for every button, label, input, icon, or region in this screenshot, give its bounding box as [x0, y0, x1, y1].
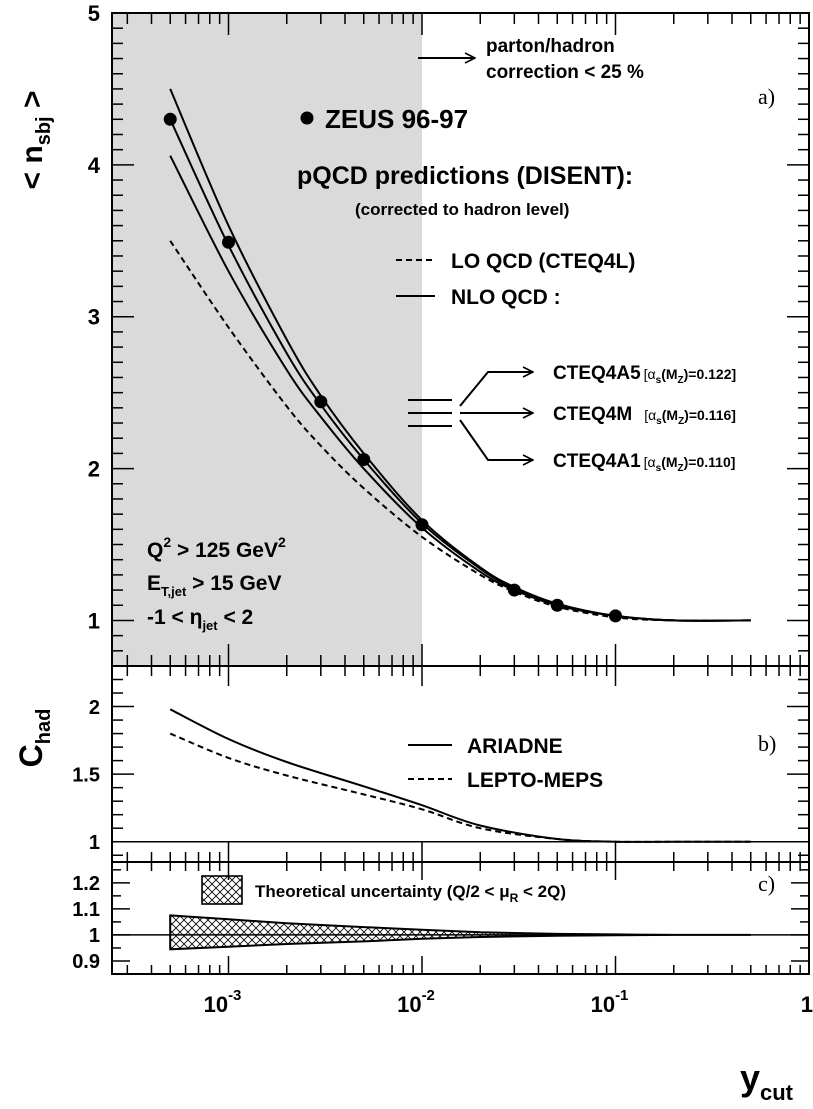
- ticks-b: [112, 665, 810, 862]
- annotation-correction-2: correction < 25 %: [486, 62, 644, 83]
- y-axis-label-a: < nsbj >: [16, 91, 55, 190]
- data-point: [415, 518, 429, 532]
- legend-nlo: NLO QCD :: [451, 286, 561, 309]
- y-tick-label: 2: [89, 697, 100, 719]
- legend-pdf-cteq4m: CTEQ4M [αs(MZ)=0.116]: [553, 404, 736, 427]
- cut-eta: -1 < ηjet < 2: [147, 606, 253, 633]
- series-lepto-meps: [169, 732, 751, 843]
- legend-band: Theoretical uncertainty (Q/2 < μR < 2Q): [255, 882, 566, 905]
- legend-pdf-lines: [408, 372, 533, 460]
- legend-data: ZEUS 96-97: [325, 104, 468, 134]
- legend-ariadne: ARIADNE: [467, 735, 563, 758]
- y-tick-label: 1: [89, 832, 100, 854]
- legend-lo: LO QCD (CTEQ4L): [451, 250, 635, 273]
- legend-pqcd-sub: (corrected to hadron level): [355, 200, 569, 219]
- legend-pdf-cteq4a1: CTEQ4A1 [αs(MZ)=0.110]: [553, 451, 735, 474]
- y-tick-labels-b: 11.52: [72, 697, 100, 854]
- x-tick-label: 1: [801, 992, 813, 1017]
- y-tick-label: 1.5: [72, 764, 100, 786]
- panel-label-c: c): [758, 871, 775, 896]
- legend-marker-data: [300, 111, 314, 125]
- cut-et: ET,jet > 15 GeV: [147, 572, 281, 599]
- legend-pqcd-title: pQCD predictions (DISENT):: [297, 162, 633, 190]
- data-points: [163, 112, 622, 623]
- uncertainty-band: [169, 914, 751, 951]
- panel-a: 1 2 3 4 5 < nsbj > a) parton/hadron correcti…: [16, 1, 810, 667]
- data-point: [357, 452, 371, 466]
- y-tick-label: 4: [88, 153, 101, 178]
- y-tick-label: 2: [88, 457, 100, 482]
- legend-lepto: LEPTO-MEPS: [467, 769, 603, 792]
- x-tick-labels: 10-3 10-2 10-1 1: [204, 987, 813, 1017]
- data-point: [163, 112, 177, 126]
- legend-pdf-cteq4a5: CTEQ4A5 [αs(MZ)=0.122]: [553, 363, 736, 386]
- panel-b: 11.52 Chad b) ARIADNE LEPTO-MEPS: [13, 665, 810, 863]
- legend-pdfs: CTEQ4A5 [αs(MZ)=0.122] CTEQ4M [αs(MZ)=0.11…: [553, 363, 736, 474]
- data-point: [550, 598, 564, 612]
- data-point: [507, 583, 521, 597]
- curves-b: [112, 708, 809, 843]
- data-point: [314, 395, 328, 409]
- x-tick-label: 10-1: [591, 987, 629, 1017]
- frame-b: [111, 665, 810, 863]
- panel-label-b: b): [758, 731, 776, 756]
- y-tick-label: 1.2: [72, 873, 100, 895]
- y-tick-labels-a: 1 2 3 4 5: [88, 1, 101, 633]
- y-tick-label: 1.1: [72, 899, 100, 921]
- ticks-c: [112, 862, 810, 975]
- data-point: [608, 609, 622, 623]
- y-tick-labels-c: 0.9 1 1.1 1.2: [72, 873, 100, 973]
- frame-c: [111, 861, 810, 975]
- y-tick-label: 1: [89, 925, 100, 947]
- y-tick-label: 1: [88, 608, 100, 633]
- y-axis-label-b: Chad: [13, 709, 55, 768]
- cut-q2: Q2 > 125 GeV2: [147, 534, 286, 562]
- legend-band-swatch: [201, 875, 243, 905]
- panel-c: 0.9 1 1.1 1.2 10-3 10-2 10-1 1 c) Theoretical …: [72, 861, 813, 1105]
- y-tick-label: 5: [88, 1, 100, 26]
- x-tick-label: 10-2: [397, 987, 435, 1017]
- y-tick-label: 0.9: [72, 951, 100, 973]
- curves-c: [112, 914, 809, 951]
- x-tick-label: 10-3: [204, 987, 242, 1017]
- x-axis-label: ycut: [740, 1057, 794, 1105]
- panel-label-a: a): [758, 84, 775, 109]
- y-tick-label: 3: [88, 305, 100, 330]
- data-point: [221, 235, 235, 249]
- annotation-correction-1: parton/hadron: [486, 36, 615, 57]
